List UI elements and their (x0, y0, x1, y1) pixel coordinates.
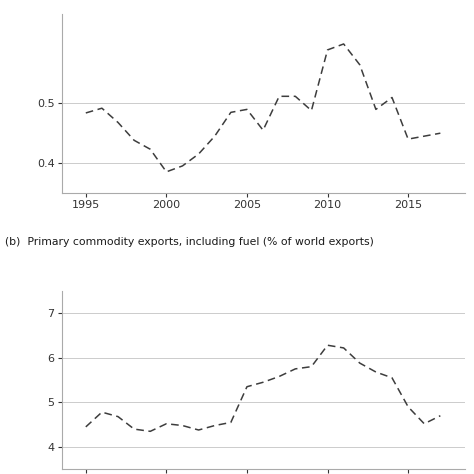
Text: (b)  Primary commodity exports, including fuel (% of world exports): (b) Primary commodity exports, including… (5, 237, 374, 247)
